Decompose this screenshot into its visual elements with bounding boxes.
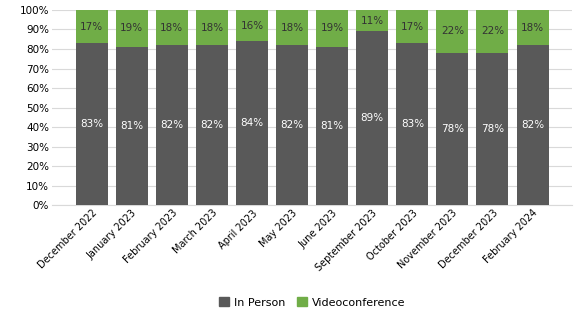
Text: 17%: 17% (80, 22, 103, 31)
Text: 82%: 82% (160, 120, 183, 130)
Bar (76, 10, 108, 43)
Bar (236, 10, 268, 41)
Text: 83%: 83% (401, 119, 424, 129)
Text: 78%: 78% (481, 124, 504, 134)
Bar (236, 41, 268, 205)
Bar (76, 43, 108, 205)
Bar (276, 10, 308, 45)
Text: 19%: 19% (321, 24, 344, 33)
Bar (436, 53, 468, 205)
Text: 18%: 18% (521, 23, 544, 32)
Bar (356, 10, 388, 31)
Text: 83%: 83% (80, 119, 103, 129)
Text: 19%: 19% (120, 24, 143, 33)
Bar (156, 10, 188, 45)
Text: 11%: 11% (361, 16, 384, 26)
Bar (397, 10, 428, 43)
Bar (156, 45, 188, 205)
Text: 18%: 18% (160, 23, 183, 32)
Text: 81%: 81% (321, 121, 344, 131)
Bar (316, 47, 348, 205)
Bar (276, 45, 308, 205)
Bar (517, 10, 549, 45)
Bar (356, 31, 388, 205)
Text: 82%: 82% (521, 120, 544, 130)
Text: 22%: 22% (481, 26, 504, 36)
Bar (196, 10, 228, 45)
Text: 16%: 16% (240, 21, 264, 30)
Bar (316, 10, 348, 47)
Bar (397, 43, 428, 205)
Bar (476, 53, 509, 205)
Text: 22%: 22% (441, 26, 464, 36)
Text: 18%: 18% (201, 23, 224, 32)
Bar (476, 10, 509, 53)
Text: 78%: 78% (441, 124, 464, 134)
Text: 82%: 82% (201, 120, 224, 130)
Text: 89%: 89% (361, 113, 384, 123)
Text: 82%: 82% (280, 120, 303, 130)
Bar (196, 45, 228, 205)
Text: 17%: 17% (401, 22, 424, 31)
Bar (116, 10, 148, 47)
Text: 18%: 18% (280, 23, 303, 32)
Bar (436, 10, 468, 53)
Legend: In Person, Videoconference: In Person, Videoconference (214, 293, 410, 312)
Text: 84%: 84% (240, 118, 264, 128)
Bar (116, 47, 148, 205)
Bar (517, 45, 549, 205)
Text: 81%: 81% (120, 121, 143, 131)
